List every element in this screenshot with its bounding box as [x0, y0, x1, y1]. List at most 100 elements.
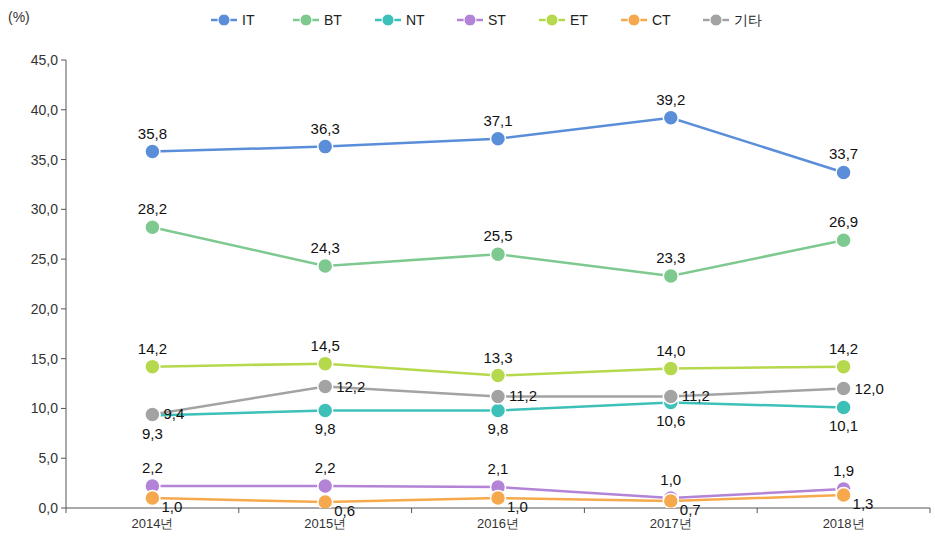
point: [836, 381, 851, 396]
data-labels: 35,8 36,3 37,1 39,2 33,7 28,2 24,3 25,5 23,3 26,9…: [138, 91, 884, 519]
x-tick: [238, 508, 239, 513]
x-tick-label: 2014년: [131, 516, 173, 531]
point: [145, 407, 160, 422]
point: [318, 139, 333, 154]
data-label: 39,2: [656, 91, 685, 108]
point: [318, 495, 333, 508]
point: [663, 389, 678, 404]
data-label: 14,2: [138, 340, 167, 357]
data-label: 13,3: [483, 349, 512, 366]
data-label: 37,1: [483, 112, 512, 129]
data-label: 33,7: [829, 145, 858, 162]
legend-label: NT: [406, 12, 425, 28]
plot-area: [145, 110, 851, 508]
data-label: 2,2: [142, 459, 163, 476]
x-tick: [66, 508, 67, 513]
data-label: 9,4: [163, 405, 184, 422]
y-tick-label: 20,0: [31, 301, 58, 317]
legend-marker: [546, 14, 558, 26]
point: [318, 379, 333, 394]
y-tick-label: 5,0: [39, 450, 59, 466]
chart: (%)0,05,010,015,020,025,030,035,040,045,…: [0, 0, 935, 544]
data-label: 9,3: [142, 425, 163, 442]
legend-label: BT: [324, 12, 342, 28]
legend-marker: [628, 14, 640, 26]
y-tick: [61, 259, 66, 260]
data-label: 2,1: [488, 460, 509, 477]
data-label: 1,9: [833, 462, 854, 479]
data-label: 36,3: [311, 120, 340, 137]
data-label: 10,1: [829, 417, 858, 434]
point: [491, 247, 506, 262]
data-label: 28,2: [138, 200, 167, 217]
data-label: 10,6: [656, 412, 685, 429]
point: [663, 110, 678, 125]
legend-label: ET: [570, 12, 588, 28]
point: [145, 220, 160, 235]
legend-marker: [300, 14, 312, 26]
point: [836, 400, 851, 415]
legend-label: CT: [652, 12, 671, 28]
data-label: 23,3: [656, 249, 685, 266]
point: [318, 259, 333, 274]
y-tick-label: 25,0: [31, 251, 58, 267]
y-tick-label: 15,0: [31, 351, 58, 367]
legend-label: ST: [488, 12, 506, 28]
y-tick: [61, 109, 66, 110]
data-label: 24,3: [311, 239, 340, 256]
data-label: 9,8: [315, 420, 336, 437]
point: [318, 356, 333, 371]
data-label: 0,6: [334, 502, 355, 519]
y-tick: [61, 159, 66, 160]
point: [663, 361, 678, 376]
x-tick: [584, 508, 585, 513]
series-line: [152, 227, 843, 276]
point: [491, 403, 506, 418]
x-tick: [411, 508, 412, 513]
data-label: 1,0: [507, 498, 528, 515]
data-label: 0,7: [680, 501, 701, 518]
y-tick-label: 10,0: [31, 400, 58, 416]
y-tick: [61, 209, 66, 210]
point: [318, 403, 333, 418]
y-tick-label: 40,0: [31, 102, 58, 118]
x-axis: [66, 508, 930, 509]
y-axis-label: (%): [8, 9, 30, 25]
data-label: 26,9: [829, 213, 858, 230]
point: [491, 491, 506, 506]
legend-label: IT: [242, 12, 255, 28]
legend-marker: [382, 14, 394, 26]
data-label: 11,2: [682, 387, 710, 404]
point: [145, 359, 160, 374]
x-tick: [930, 508, 931, 513]
data-label: 14,0: [656, 342, 685, 359]
data-label: 1,0: [660, 471, 681, 488]
data-label: 35,8: [138, 125, 167, 142]
y-tick: [61, 408, 66, 409]
data-label: 12,0: [855, 380, 884, 397]
y-tick: [61, 60, 66, 61]
point: [663, 494, 678, 508]
point: [491, 131, 506, 146]
y-tick: [61, 508, 66, 509]
data-label: 1,0: [161, 498, 182, 515]
point: [145, 408, 160, 423]
data-label: 2,2: [315, 459, 336, 476]
point: [491, 368, 506, 383]
point: [836, 359, 851, 374]
x-tick-label: 2018년: [823, 516, 865, 531]
point: [491, 389, 506, 404]
data-label: 14,2: [829, 340, 858, 357]
point: [836, 165, 851, 180]
y-tick: [61, 458, 66, 459]
legend: ITBTNTSTETCT기타: [211, 12, 762, 28]
y-tick-label: 45,0: [31, 52, 58, 68]
point: [836, 233, 851, 248]
x-tick: [757, 508, 758, 513]
legend-marker: [710, 14, 722, 26]
y-tick-label: 30,0: [31, 201, 58, 217]
y-tick-label: 35,0: [31, 152, 58, 168]
x-tick-label: 2017년: [650, 516, 692, 531]
data-label: 25,5: [483, 227, 512, 244]
y-tick: [61, 358, 66, 359]
